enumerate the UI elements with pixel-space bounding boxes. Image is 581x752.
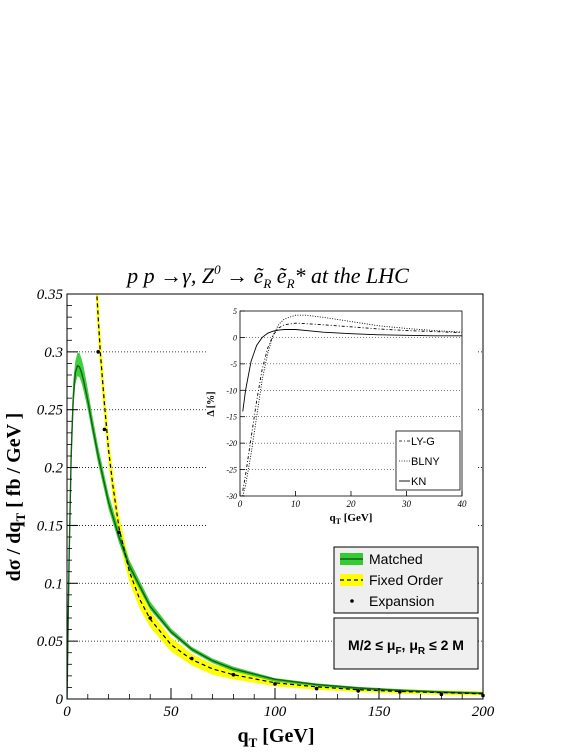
inset-lines [242,314,462,496]
inset-x-tick-label-20: 20 [347,499,357,509]
series-point-expansion-1 [102,427,107,432]
main-x-tick-label-0: 0 [63,704,71,720]
main-y-tick-label-0-1: 0.1 [44,576,63,592]
legend-swatch-fixed-order-band [340,574,363,586]
legend-swatch-expansion [350,599,354,603]
legend-label-matched: Matched [369,551,423,567]
inset-y-tick-label-5: -5 [230,360,237,369]
main-points [96,350,485,698]
legend-label-expansion: Expansion [369,593,434,609]
series-point-expansion-4 [190,656,194,661]
inset-legend-label-kn: KN [411,476,426,488]
inset-x-tick-label-10: 10 [291,499,301,509]
legend-label-fixed-order: Fixed Order [369,572,443,588]
main-y-tick-label-0-3: 0.3 [44,345,63,361]
main-x-tick-label-150: 150 [368,704,391,720]
inset-ticks: 0 10 20 30 40 -30 -25 -20 -15 -10 -5 0 5 [226,307,467,509]
main-y-tick-label-0: 0 [56,692,64,708]
main-legend: Matched Fixed Order Expansion [333,546,479,614]
inset-y-tick-label-25: -25 [226,466,237,475]
inset-x-tick-label-0: 0 [238,499,243,509]
main-y-tick-label-0-25: 0.25 [37,403,64,419]
inset-y-axis-label: Δ [%] [206,392,217,417]
inset-y-tick-label-15: -15 [226,413,237,422]
inset-series-line-kn [242,329,462,412]
scale-box-label: M/2 ≤ μF, μR ≤ 2 M [348,637,464,657]
inset-y-tick-label-10: -10 [226,386,237,395]
inset-y-tick-label-20: -20 [226,439,237,448]
main-x-tick-label-100: 100 [264,704,287,720]
scale-box-frame [333,617,479,670]
series-point-expansion-7 [314,686,319,691]
inset-x-axis-label: qT [GeV] [330,512,373,526]
inset-y-tick-label-30: -30 [226,492,237,501]
scale-box: M/2 ≤ μF, μR ≤ 2 M [333,617,479,670]
series-point-expansion-0 [96,350,100,354]
main-y-tick-label-0-05: 0.05 [37,634,64,650]
main-y-tick-label-0-2: 0.2 [44,461,63,477]
inset-y-tick-label-5: 5 [233,307,237,316]
main-y-tick-label-0-15: 0.15 [37,518,64,534]
series-point-expansion-3 [148,616,152,620]
inset-x-tick-label-30: 30 [401,499,412,509]
main-y-tick-label-0-35: 0.35 [37,287,64,303]
chart-title: p p →γ, Z0 → ẽR ẽR* at the LHC [125,262,409,291]
inset-legend: LY-G BLNY KN [395,430,461,491]
main-lines [67,294,483,699]
inset-x-tick-label-40: 40 [458,499,468,509]
main-x-tick-label-50: 50 [164,704,180,720]
inset-legend-box [395,430,461,491]
main-x-axis-label: qT [GeV] [238,725,315,750]
main-x-tick-label-200: 200 [472,704,495,720]
main-y-axis-label: dσ / dqT [ fb / GeV ] [3,413,28,582]
inset-grid [240,337,462,470]
series-point-expansion-8 [356,689,361,693]
series-line-matched [67,364,483,699]
inset-legend-label-ly-g: LY-G [411,436,435,448]
series-point-expansion-5 [231,672,236,677]
series-line-fixed-order [96,294,483,695]
inset-legend-label-blny: BLNY [411,456,440,468]
series-point-expansion-6 [273,682,277,686]
series-point-expansion-9 [398,690,402,694]
inset-y-tick-label-0: 0 [233,333,237,342]
series-point-expansion-2 [117,530,121,535]
inset-series-line-blny [242,314,462,496]
inset-panel: 0 10 20 30 40 -30 -25 -20 -15 -10 -5 0 5 qT [GeV] Δ … [206,302,476,528]
